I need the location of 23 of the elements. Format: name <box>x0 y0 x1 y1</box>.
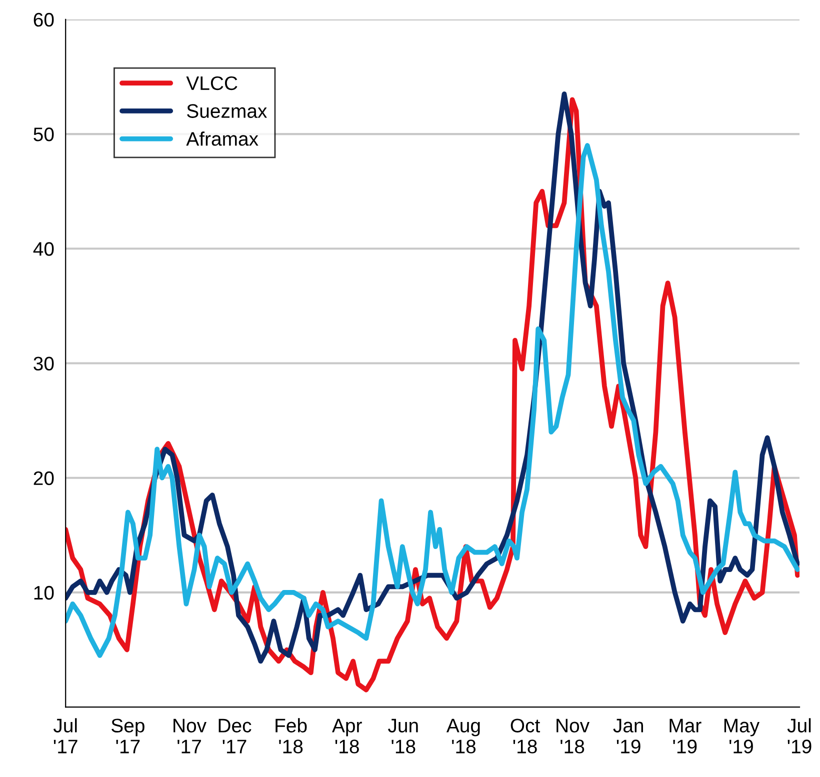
x-tick-label: Feb '18 <box>276 718 307 754</box>
legend-label: VLCC <box>186 76 238 90</box>
x-tick-label: Dec '17 <box>218 718 252 754</box>
legend-label: Aframax <box>186 132 258 146</box>
x-tick-label: Jul '19 <box>787 718 812 754</box>
y-tick-label: 30 <box>34 356 54 370</box>
x-tick-label: Jan '19 <box>613 718 644 754</box>
x-tick-label: Aug '18 <box>446 718 480 754</box>
x-tick-label: Jul '17 <box>53 718 78 754</box>
x-tick-label: Nov '17 <box>174 718 206 754</box>
y-tick-label: 60 <box>34 12 54 27</box>
x-tick-label: Jun '18 <box>388 718 418 754</box>
y-tick-label: 50 <box>34 128 54 142</box>
y-tick-label: 20 <box>34 471 54 486</box>
x-tick-label: Apr '18 <box>332 718 362 754</box>
y-tick-label: 40 <box>33 242 54 256</box>
y-tick-label: 10 <box>34 586 54 600</box>
x-tick-label: Oct '18 <box>510 718 540 754</box>
x-tick-label: Mar '19 <box>670 718 702 754</box>
legend-label: Suezmax <box>187 104 267 118</box>
x-tick-label: May '19 <box>724 718 760 754</box>
x-tick-label: Nov '18 <box>556 718 590 754</box>
x-tick-label: Sep '17 <box>112 718 144 754</box>
